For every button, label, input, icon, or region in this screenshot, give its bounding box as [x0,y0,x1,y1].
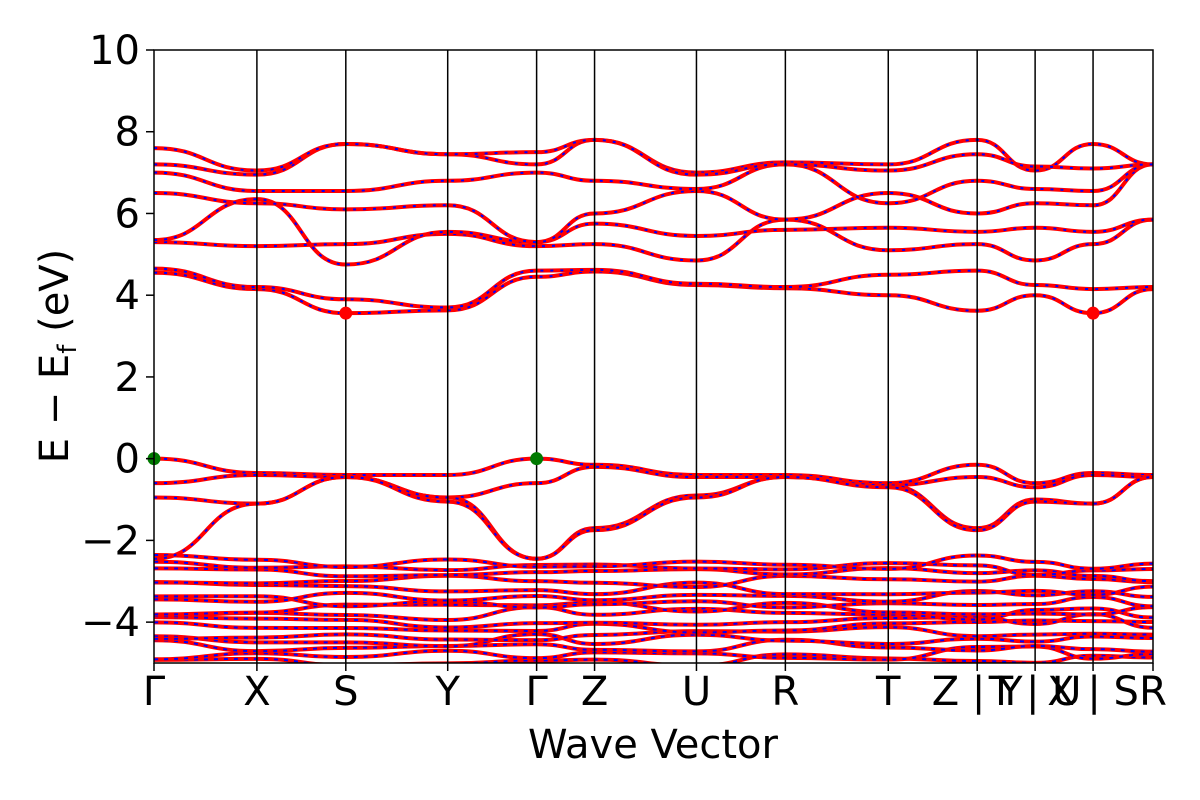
x-tick-label: U [682,669,711,715]
plot-frame [153,49,1154,664]
y-axis-title-unit: (eV) [32,249,78,345]
dense-band-dash [154,645,1153,661]
dense-band-dash [154,633,1153,648]
y-tick-label: −4 [81,600,140,646]
vbm-marker [530,452,544,466]
band-dash-c2 [154,267,1153,309]
band-dash-c4 [154,198,1153,266]
x-tick-label: X | S [1047,669,1139,715]
cbm-marker [339,306,353,320]
dense-valence-bands [154,553,1153,663]
high-symmetry-lines [256,50,1094,663]
band-dash-c3 [154,218,1153,262]
y-tick-label: 4 [115,273,140,319]
band-line-c8 [154,137,1153,177]
y-tick-label: −2 [81,518,140,564]
x-tick-label: Y [434,669,460,715]
x-tick-label: R [1139,669,1167,715]
x-tick-label: Γ [525,669,548,715]
y-tick-label: 10 [89,28,140,74]
x-tick-label: Γ [143,669,166,715]
x-tick-label: X [243,669,270,715]
dense-band-line [154,612,1153,630]
x-tick-label: S [333,669,358,715]
x-tick-label: T | U [988,669,1082,715]
dense-band-dash [154,589,1153,603]
y-tick-label: 2 [115,355,140,401]
y-tick-label: 6 [115,191,140,237]
y-axis-ticks: 10 8 6 4 2 0 −2 −4 [81,28,154,646]
band-dash-v4 [154,476,1153,560]
cbm-marker [1086,306,1100,320]
dense-band-dash [154,595,1153,609]
extrema-markers [147,306,1100,466]
dense-band-dash [154,580,1153,596]
band-dash-c6 [154,163,1153,205]
y-tick-label: 0 [115,437,140,483]
y-axis-title: E − Ef (eV) [32,249,83,464]
dense-band-dash [154,626,1153,642]
dense-band-dash [154,601,1153,616]
x-tick-label: Z | Y [932,669,1023,715]
x-tick-label: T [875,669,901,715]
y-axis-title-main: E − E [32,354,78,464]
x-axis-title: Wave Vector [528,722,779,768]
y-axis-title-sub: f [53,344,83,354]
dense-band-dash [154,574,1153,589]
x-tick-label: R [771,669,799,715]
dense-band-line [154,637,1153,654]
x-tick-label: Z [581,669,608,715]
band-dash-c7 [154,138,1153,176]
band-lines [154,137,1153,561]
y-tick-label: 8 [115,110,140,156]
